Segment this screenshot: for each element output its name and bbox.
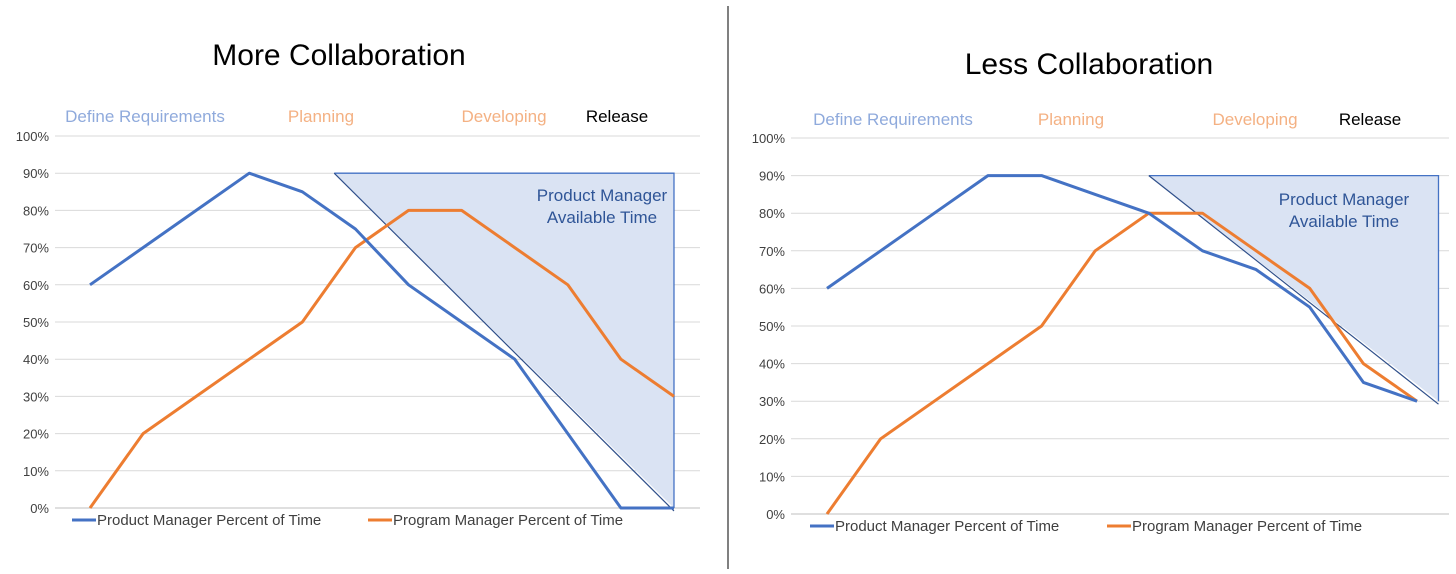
available-time-diagonal: [333, 172, 675, 512]
y-tick-label: 80%: [23, 203, 49, 218]
y-tick-label: 60%: [759, 281, 785, 296]
chart-svg-less-collaboration: Less Collaboration Define Requirements Pla…: [752, 48, 1449, 535]
y-tick-label: 50%: [759, 319, 785, 334]
phase-label: Define Requirements: [65, 107, 225, 126]
y-tick-label: 50%: [23, 315, 49, 330]
phase-label: Define Requirements: [813, 110, 973, 129]
series-line-program-manager: [825, 211, 1418, 515]
chart-svg-more-collaboration: More Collaboration Define Requirements Pla…: [16, 39, 700, 529]
chart-more-collaboration: More Collaboration Define Requirements Pla…: [0, 0, 727, 569]
y-tick-label: 40%: [759, 357, 785, 372]
y-tick-label: 30%: [23, 389, 49, 404]
y-tick-label: 60%: [23, 278, 49, 293]
y-tick-label: 10%: [759, 469, 785, 484]
series-line-program-manager: [88, 208, 675, 509]
available-time-label: Available Time: [547, 208, 657, 227]
chart-less-collaboration: Less Collaboration Define Requirements Pla…: [731, 0, 1456, 569]
chart-title: Less Collaboration: [965, 48, 1213, 81]
phase-label: Developing: [1212, 110, 1297, 129]
panel-divider: [727, 6, 729, 569]
phase-label: Release: [1339, 110, 1401, 129]
y-tick-label: 100%: [16, 129, 50, 144]
y-tick-label: 0%: [30, 501, 49, 516]
legend-label: Product Manager Percent of Time: [835, 518, 1059, 535]
legend-label: Program Manager Percent of Time: [1132, 518, 1362, 535]
phase-label: Planning: [1038, 110, 1104, 129]
y-tick-label: 0%: [766, 507, 785, 522]
y-tick-label: 30%: [759, 394, 785, 409]
available-time-label: Product Manager: [1279, 190, 1410, 209]
y-tick-label: 100%: [752, 131, 786, 146]
available-time-region-border: [1148, 174, 1440, 402]
available-time-label: Product Manager: [537, 186, 668, 205]
phase-label: Planning: [288, 107, 354, 126]
y-tick-label: 90%: [23, 166, 49, 181]
y-tick-label: 70%: [23, 241, 49, 256]
chart-title: More Collaboration: [212, 39, 465, 72]
y-tick-label: 40%: [23, 352, 49, 367]
y-tick-label: 20%: [759, 432, 785, 447]
y-tick-label: 90%: [759, 169, 785, 184]
legend-label: Program Manager Percent of Time: [393, 512, 623, 529]
available-time-region: [1148, 175, 1439, 402]
phase-label: Release: [586, 107, 648, 126]
legend-label: Product Manager Percent of Time: [97, 512, 321, 529]
series-line-product-manager: [826, 174, 1418, 403]
y-tick-label: 80%: [759, 206, 785, 221]
y-tick-label: 20%: [23, 427, 49, 442]
phase-label: Developing: [461, 107, 546, 126]
available-time-label: Available Time: [1289, 212, 1399, 231]
y-tick-label: 10%: [23, 464, 49, 479]
series-line-product-manager: [89, 171, 674, 510]
y-tick-label: 70%: [759, 244, 785, 259]
